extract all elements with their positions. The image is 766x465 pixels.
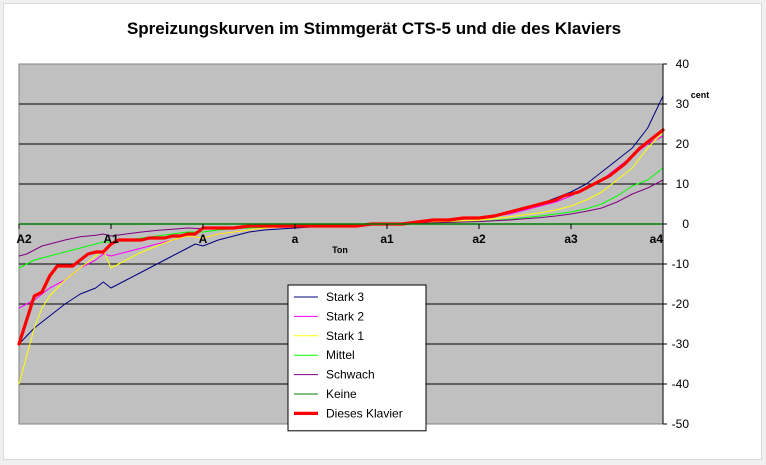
y-tick-label: -20 bbox=[672, 297, 690, 311]
x-tick-label: A bbox=[199, 232, 208, 246]
legend-label: Stark 3 bbox=[326, 290, 364, 304]
x-tick-label: a1 bbox=[380, 232, 394, 246]
y-tick-label: 10 bbox=[676, 177, 690, 191]
y-tick-label: 40 bbox=[676, 57, 690, 71]
legend-label: Stark 2 bbox=[326, 309, 364, 323]
y-tick-label: -30 bbox=[672, 337, 690, 351]
legend-label: Mittel bbox=[326, 348, 355, 362]
y-tick-label: -40 bbox=[672, 377, 690, 391]
y-tick-label: -10 bbox=[672, 257, 690, 271]
y-tick-label: -50 bbox=[672, 417, 690, 431]
series-line-0 bbox=[18, 95, 664, 345]
x-axis-label: Ton bbox=[332, 245, 348, 255]
chart-frame: Spreizungskurven im Stimmgerät CTS-5 und… bbox=[3, 3, 762, 460]
legend: Stark 3 Stark 2 Stark 1 Mittel Schwach Keine D… bbox=[287, 284, 427, 432]
y-tick-label: 20 bbox=[676, 137, 690, 151]
x-tick-label: a bbox=[292, 232, 299, 246]
x-tick-label: A1 bbox=[103, 232, 119, 246]
series-line-2 bbox=[18, 131, 664, 385]
chart-title: Spreizungskurven im Stimmgerät CTS-5 und… bbox=[127, 19, 621, 38]
y-tick-label: 30 bbox=[676, 97, 690, 111]
y-tick-label: 0 bbox=[682, 217, 689, 231]
x-tick-label: a4 bbox=[650, 232, 664, 246]
legend-label: Schwach bbox=[326, 368, 375, 382]
y-axis-label: cent bbox=[691, 90, 710, 100]
chart-svg: Spreizungskurven im Stimmgerät CTS-5 und… bbox=[16, 19, 710, 432]
x-tick-label: a2 bbox=[472, 232, 486, 246]
x-tick-label: A2 bbox=[16, 232, 32, 246]
legend-label: Keine bbox=[326, 387, 357, 401]
legend-label: Dieses Klavier bbox=[326, 406, 403, 420]
x-tick-label: a3 bbox=[564, 232, 578, 246]
legend-label: Stark 1 bbox=[326, 329, 364, 343]
legend-box bbox=[287, 284, 427, 432]
series-line-6 bbox=[17, 128, 665, 346]
